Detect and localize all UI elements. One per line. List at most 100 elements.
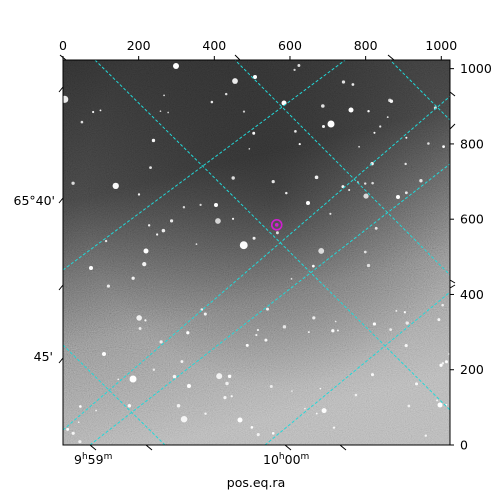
star [215,218,221,224]
sky-image [63,60,450,445]
star [159,340,163,344]
right-tick-label: 200 [460,362,484,377]
ra-tick-label-1: 9h59m [74,452,112,467]
star [379,125,382,128]
star [282,325,287,329]
star [371,181,374,185]
right-tick-label: 600 [460,212,484,227]
bright-star [253,75,257,79]
star [290,278,293,280]
star [364,182,367,185]
star [445,360,448,364]
star [227,374,232,379]
top-tick-label: 600 [278,38,302,53]
star [297,64,301,67]
star [405,321,409,325]
star [266,307,269,311]
star [389,328,393,331]
star [419,179,423,183]
star [77,421,80,423]
star [442,145,445,149]
star [142,261,147,267]
star [104,239,108,243]
target-marker [270,219,283,231]
star [242,110,246,113]
star [63,95,69,103]
star [348,189,351,192]
star [200,308,204,311]
star [404,343,408,348]
star [232,78,238,84]
star [321,124,326,128]
star [332,426,336,429]
star [79,405,82,408]
bright-star [396,195,400,199]
star [331,329,335,333]
star [239,241,248,250]
star [386,116,389,119]
star [370,373,375,377]
star [231,217,235,220]
star [291,390,293,392]
grid-line [63,95,450,431]
star [180,415,188,423]
star [161,228,166,233]
star [106,284,110,288]
right-tick-label: 0 [460,438,468,453]
star [405,136,408,139]
star-field [63,63,450,444]
star [307,331,310,334]
star [312,316,316,320]
star [204,412,207,415]
star [366,263,371,268]
star [117,378,120,381]
star [404,191,408,195]
star [441,362,445,365]
star [159,110,162,112]
star [367,109,370,113]
star [389,99,394,104]
star [127,404,132,408]
star [314,175,319,180]
right-tick-label: 400 [460,287,484,302]
star [363,250,367,254]
star [441,303,444,307]
star [264,338,268,342]
svg-text:9h59m: 9h59m [74,452,112,467]
star [149,166,152,169]
star [95,409,97,412]
star [354,393,358,397]
star [252,131,256,135]
x-axis-title: pos.eq.ra [227,475,285,490]
grid-line [94,60,450,411]
star [298,143,301,146]
star [374,226,378,230]
star [395,309,398,312]
star [341,80,346,84]
star [415,382,419,386]
right-tick-label: 1000 [460,61,492,76]
star [358,145,360,148]
dec-tick-label-1: 65°40' [14,193,56,208]
star [71,181,75,185]
bright-star [187,384,191,388]
top-tick-label: 0 [59,38,67,53]
star [225,381,229,386]
bright-star [327,120,335,128]
bright-star [348,107,354,113]
star [248,148,251,150]
star [195,243,198,245]
star [112,182,119,190]
star [321,104,325,108]
star [256,328,260,332]
star [256,433,260,437]
star [144,319,147,322]
star [172,374,177,379]
right-pixel-axis: 0 200 400 600 800 1000 [450,61,492,453]
star [304,407,306,410]
star [271,180,275,184]
star [152,368,156,372]
bright-star [143,248,149,254]
star [80,120,84,124]
bright-star [173,63,179,69]
